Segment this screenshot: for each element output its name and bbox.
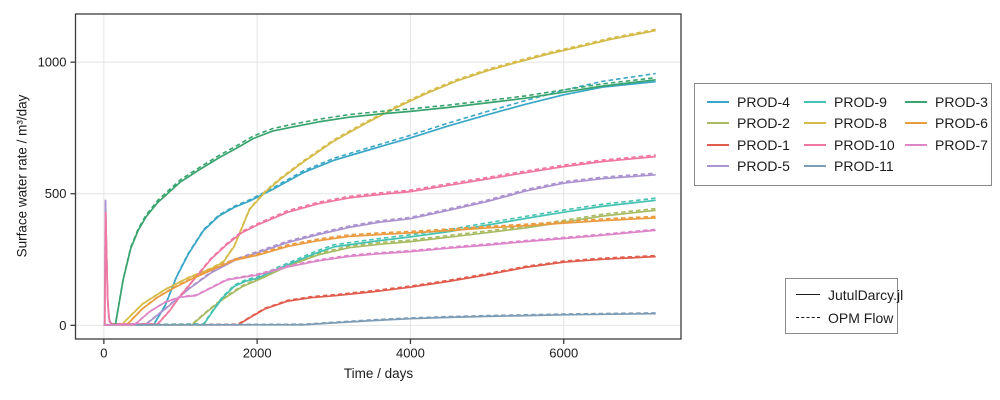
legend-item-PROD-10: PROD-10 [804, 137, 905, 153]
legend-item-label: PROD-11 [834, 158, 894, 175]
legend-item-PROD-3: PROD-3 [905, 94, 989, 110]
legend-item-PROD-9: PROD-9 [804, 94, 905, 110]
legend-line-swatch [707, 165, 729, 168]
series-lines [103, 28, 656, 326]
legend-line-swatch [707, 100, 729, 103]
legend-item-label: PROD-10 [834, 136, 895, 153]
legend-item-label: PROD-9 [834, 93, 887, 110]
solver-legend-label: JutulDarcy.jl [828, 286, 904, 303]
legend-line-swatch [905, 143, 927, 146]
series-PROD-4-opmflow [103, 72, 656, 326]
legend-line-swatch [804, 122, 826, 125]
series-PROD-9-opmflow [103, 197, 656, 326]
legend-item-PROD-11: PROD-11 [804, 158, 905, 174]
legend-item-PROD-8: PROD-8 [804, 115, 905, 131]
wells-legend-grid: PROD-4 PROD-9 PROD-3 PROD-2 PROD-8 PROD-6 PROD… [695, 84, 991, 177]
legend-line-swatch [905, 122, 927, 125]
series-PROD-5-opmflow [103, 172, 656, 326]
x-tick-label: 2000 [243, 346, 272, 361]
legend-item-label: PROD-2 [737, 115, 790, 132]
legend-line-swatch [804, 143, 826, 146]
series-PROD-9-jutuldarcy [103, 199, 656, 326]
series-PROD-3-opmflow [103, 76, 656, 326]
series-PROD-11-opmflow [103, 312, 656, 326]
legend-item-PROD-1: PROD-1 [707, 137, 804, 153]
solver-legend-label: OPM Flow [828, 309, 894, 326]
series-PROD-8-opmflow [103, 28, 656, 326]
y-tick-label: 0 [59, 318, 66, 333]
y-tick-label: 500 [45, 186, 67, 201]
dashed-line-swatch [796, 317, 820, 318]
legend-line-swatch [905, 100, 927, 103]
legend-item-PROD-6: PROD-6 [905, 115, 989, 131]
legend-item-PROD-5: PROD-5 [707, 158, 804, 174]
x-axis-title: Time / days [343, 366, 414, 381]
series-PROD-7-opmflow [103, 228, 656, 326]
y-tick-label: 1000 [38, 55, 67, 70]
series-PROD-2-opmflow [103, 207, 656, 326]
legend-item-label: PROD-4 [737, 93, 790, 110]
x-tick-label: 0 [100, 346, 107, 361]
wells-legend: PROD-4 PROD-9 PROD-3 PROD-2 PROD-8 PROD-6 PROD… [694, 83, 992, 186]
series-PROD-6-opmflow [103, 215, 656, 326]
legend-item-label: PROD-6 [935, 115, 988, 132]
series-PROD-11-jutuldarcy [103, 312, 656, 326]
legend-item-PROD-2: PROD-2 [707, 115, 804, 131]
legend-line-swatch [804, 100, 826, 103]
x-tick-label: 4000 [396, 346, 425, 361]
series-PROD-10-opmflow [103, 154, 656, 326]
x-tick-label: 6000 [549, 346, 578, 361]
legend-item-label: PROD-3 [935, 93, 988, 110]
axes: 0 2000 4000 6000 0 500 1000 [38, 13, 682, 361]
solver-legend-item-opm-flow: OPM Flow [796, 310, 897, 326]
solid-line-swatch [796, 294, 820, 295]
legend-line-swatch [707, 143, 729, 146]
series-PROD-5-jutuldarcy [103, 173, 656, 326]
y-axis-title: Surface water rate / m³/day [14, 94, 30, 258]
legend-item-label: PROD-7 [935, 136, 988, 153]
legend-line-swatch [804, 165, 826, 168]
series-PROD-2-jutuldarcy [103, 209, 656, 326]
legend-item-label: PROD-8 [834, 115, 887, 132]
series-PROD-7-jutuldarcy [103, 229, 656, 326]
legend-line-swatch [707, 122, 729, 125]
legend-item-label: PROD-5 [737, 158, 790, 175]
solver-legend-rows: JutulDarcy.jl OPM Flow [786, 279, 903, 333]
series-PROD-6-jutuldarcy [103, 217, 656, 326]
solver-legend: JutulDarcy.jl OPM Flow [785, 278, 903, 334]
legend-item-PROD-4: PROD-4 [707, 94, 804, 110]
legend-item-PROD-7: PROD-7 [905, 137, 989, 153]
legend-item-label: PROD-1 [737, 136, 790, 153]
solver-legend-item-jutuldarcy-jl: JutulDarcy.jl [796, 287, 903, 303]
series-PROD-1-opmflow [103, 254, 656, 326]
